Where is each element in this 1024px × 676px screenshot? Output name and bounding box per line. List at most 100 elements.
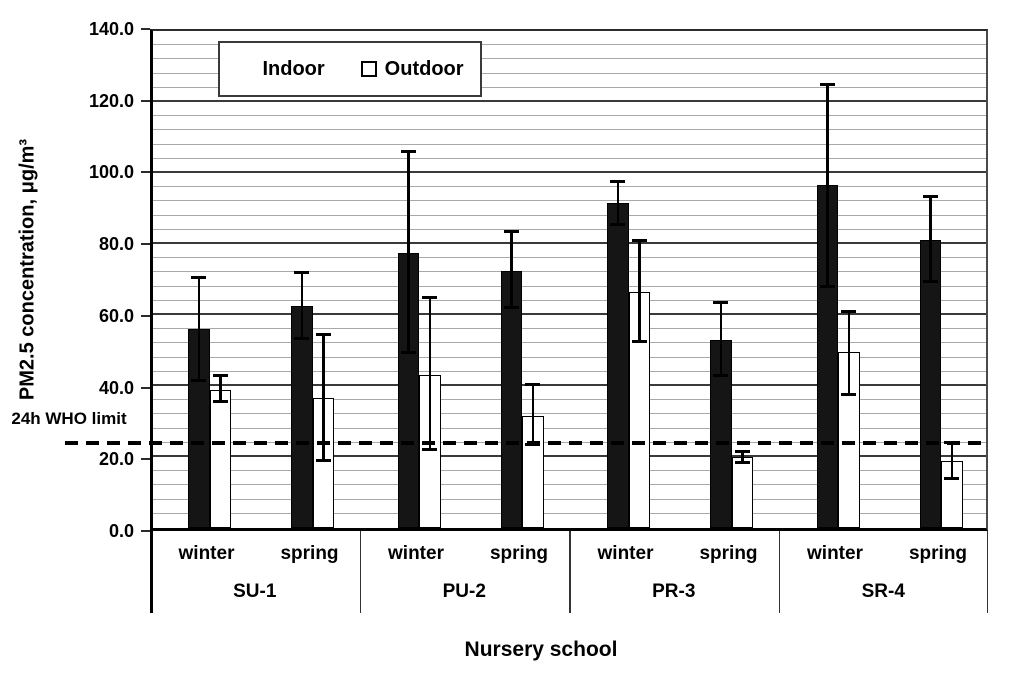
error-bar-cap-high: [819, 82, 835, 86]
gridline-32: [153, 413, 986, 415]
x-axis-label-strip: winter spring SU-1 winter spring PU-2 winter sp…: [150, 531, 988, 613]
season-label-pr-3-spring: spring: [699, 543, 758, 564]
group-separator: [778, 531, 780, 613]
error-bar-line: [950, 442, 953, 479]
y-tick-label-20.0: 20.0: [98, 449, 134, 470]
gridline-52: [153, 342, 986, 344]
who-limit-label: 24h WHO limit: [11, 409, 127, 428]
error-bar-line: [322, 334, 325, 461]
legend-label-indoor: Indoor: [262, 57, 325, 80]
y-tick-mark-0.0: [141, 530, 150, 532]
bar-indoor-sr-4-spring: [919, 240, 941, 528]
school-label-pu-2: PU-2: [442, 581, 486, 602]
school-label-su-1: SU-1: [233, 581, 277, 602]
y-tick-mark-80.0: [141, 243, 150, 246]
group-separator: [150, 531, 153, 613]
season-label-su-1-winter: winter: [178, 543, 235, 564]
error-bar-cap-high: [713, 301, 729, 305]
error-bar-cap-high: [422, 295, 438, 299]
error-bar-cap-high: [503, 230, 519, 234]
error-bar-cap-low: [525, 443, 541, 447]
error-bar-cap-high: [841, 309, 857, 313]
gridline-80: [153, 242, 986, 244]
gridline-92: [153, 200, 986, 202]
error-bar-cap-high: [294, 270, 310, 274]
gridline-64: [153, 299, 986, 301]
bar-outdoor-pr-3-spring: [731, 457, 753, 528]
error-bar-cap-low: [734, 460, 750, 464]
error-bar-cap-low: [503, 306, 519, 310]
school-label-sr-4: SR-4: [861, 581, 905, 602]
error-bar-line: [826, 84, 829, 287]
gridline-112: [153, 129, 986, 131]
gridline-40: [153, 384, 986, 386]
gridline-104: [153, 157, 986, 159]
error-bar-cap-low: [400, 350, 416, 354]
legend: Indoor Outdoor: [218, 41, 482, 97]
y-axis-title: PM2.5 concentration, μg/m³: [16, 138, 39, 401]
gridline-16: [153, 470, 986, 472]
gridline-36: [153, 399, 986, 401]
gridline-56: [153, 328, 986, 330]
y-tick-mark-20.0: [141, 458, 150, 461]
error-bar-line: [741, 451, 744, 463]
error-bar-cap-low: [922, 279, 938, 283]
legend-label-outdoor: Outdoor: [384, 57, 464, 80]
error-bar-line: [510, 231, 513, 308]
error-bar-cap-high: [400, 150, 416, 154]
gridline-48: [153, 356, 986, 358]
gridline-88: [153, 214, 986, 216]
y-tick-label-140.0: 140.0: [88, 19, 134, 39]
y-tick-label-120.0: 120.0: [88, 90, 134, 111]
x-axis-title: Nursery school: [464, 638, 618, 661]
error-bar-cap-high: [525, 382, 541, 386]
plot-area: [65, 29, 988, 531]
y-tick-label-80.0: 80.0: [98, 234, 134, 255]
gridline-108: [153, 143, 986, 145]
error-bar-cap-low: [841, 393, 857, 397]
error-bar-line: [197, 277, 200, 381]
legend-entry-indoor: Indoor: [236, 58, 324, 81]
gridline-136: [153, 44, 986, 46]
gridline-96: [153, 186, 986, 188]
error-bar-line: [929, 196, 932, 282]
error-bar-line: [847, 311, 850, 395]
indoor-swatch-icon: [236, 60, 254, 78]
error-bar-cap-low: [713, 373, 729, 377]
error-bar-cap-low: [212, 400, 228, 404]
error-bar-cap-high: [610, 180, 626, 184]
error-bar-line: [219, 375, 222, 402]
gridline-20: [153, 455, 986, 457]
gridline-100: [153, 171, 986, 173]
gridline-44: [153, 370, 986, 372]
group-separator: [359, 531, 361, 613]
y-tick-label-100.0: 100.0: [88, 162, 134, 183]
season-label-pu-2-winter: winter: [388, 543, 444, 564]
y-tick-label-60.0: 60.0: [98, 305, 134, 326]
error-bar-cap-high: [191, 276, 207, 280]
outdoor-swatch-icon: [360, 61, 377, 77]
error-bar-line: [407, 151, 410, 353]
error-bar-cap-high: [922, 194, 938, 198]
gridline-12: [153, 484, 986, 486]
error-bar-cap-high: [944, 441, 960, 445]
error-bar-cap-low: [819, 285, 835, 289]
y-tick-mark-140.0: [141, 28, 150, 30]
season-label-sr-4-winter: winter: [807, 543, 863, 564]
gridline-124: [153, 86, 986, 88]
error-bar-line: [616, 181, 619, 225]
group-separator: [986, 531, 988, 613]
gridline-28: [153, 427, 986, 429]
season-label-pr-3-winter: winter: [597, 543, 654, 564]
group-separator: [569, 531, 571, 613]
legend-entry-outdoor: Outdoor: [360, 57, 464, 81]
y-tick-label-40.0: 40.0: [98, 377, 134, 398]
gridline-72: [153, 271, 986, 273]
gridline-4: [153, 512, 986, 514]
error-bar-cap-low: [631, 340, 647, 344]
season-label-su-1-spring: spring: [280, 543, 339, 564]
error-bar-line: [428, 297, 431, 450]
error-bar-line: [638, 240, 641, 342]
bar-indoor-pr-3-winter: [607, 203, 629, 528]
